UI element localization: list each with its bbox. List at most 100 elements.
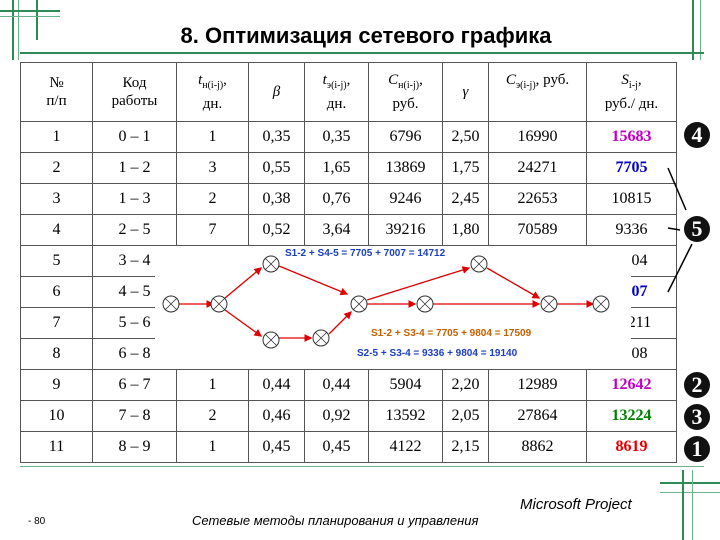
cell-te: 0,92	[304, 400, 369, 432]
cell-gamma: 2,05	[442, 400, 489, 432]
cell-te: 0,35	[304, 121, 369, 153]
cell-code: 8 – 9	[92, 431, 177, 463]
cell-s: 8619	[586, 431, 677, 463]
header-te: tэ(i-j), дн.	[304, 62, 369, 122]
cell-s: 12642	[586, 369, 677, 401]
cell-ce: 27864	[488, 400, 587, 432]
cell-beta: 0,44	[248, 369, 305, 401]
cell-cn: 9246	[368, 183, 443, 215]
cell-ce: 22653	[488, 183, 587, 215]
page-title: 8. Оптимизация сетевого графика	[180, 23, 552, 48]
cell-gamma: 2,45	[442, 183, 489, 215]
footer-line	[20, 466, 704, 467]
cell-s: 9336	[586, 214, 677, 246]
rank-badge-5: 5	[684, 216, 710, 242]
cell-s: 15683	[586, 121, 677, 153]
cell-tn: 1	[176, 369, 249, 401]
cell-tn: 2	[176, 400, 249, 432]
course-name: Сетевые методы планирования и управления	[192, 513, 479, 528]
cell-s: 7705	[586, 152, 677, 184]
cell-gamma: 1,80	[442, 214, 489, 246]
cell-tn: 3	[176, 152, 249, 184]
cell-tn: 7	[176, 214, 249, 246]
header-beta: β	[248, 62, 305, 122]
cell-code: 1 – 3	[92, 183, 177, 215]
row-spacer	[677, 246, 705, 277]
network-graph	[162, 255, 610, 349]
frame-left-line	[12, 0, 14, 60]
row-spacer	[677, 277, 705, 308]
title-underline	[20, 52, 704, 54]
cell-cn: 13869	[368, 152, 443, 184]
cell-ce: 8862	[488, 431, 587, 463]
cell-beta: 0,46	[248, 400, 305, 432]
table-row: 11 8 – 9 1 0,45 0,45 4122 2,15 8862 8619	[20, 431, 705, 463]
cell-s: 10815	[586, 183, 677, 215]
cell-tn: 1	[176, 431, 249, 463]
cell-gamma: 1,75	[442, 152, 489, 184]
cell-ce: 16990	[488, 121, 587, 153]
formula-3: S2-5 + S3-4 = 9336 + 9804 = 19140	[357, 348, 518, 359]
cell-beta: 0,38	[248, 183, 305, 215]
cell-n: 10	[20, 400, 93, 432]
cell-code: 6 – 7	[92, 369, 177, 401]
header-gamma: γ	[442, 62, 489, 122]
cell-n: 9	[20, 369, 93, 401]
frame-left-line-3	[36, 0, 38, 40]
network-diagram: S1-2 + S4-5 = 7705 + 7007 = 14712 S1-2 +…	[155, 246, 631, 369]
row-spacer	[677, 153, 705, 184]
cell-tn: 1	[176, 121, 249, 153]
header-num: № п/п	[20, 62, 93, 122]
cell-cn: 5904	[368, 369, 443, 401]
cell-beta: 0,55	[248, 152, 305, 184]
cell-n: 2	[20, 152, 93, 184]
frame-right-line-2	[700, 0, 701, 60]
cell-n: 7	[20, 307, 93, 339]
cell-code: 2 – 5	[92, 214, 177, 246]
cell-cn: 6796	[368, 121, 443, 153]
table-row: 10 7 – 8 2 0,46 0,92 13592 2,05 27864 13224	[20, 400, 705, 432]
cell-n: 8	[20, 338, 93, 370]
row-spacer	[677, 184, 705, 215]
cell-n: 5	[20, 245, 93, 277]
cell-ce: 70589	[488, 214, 587, 246]
cell-n: 3	[20, 183, 93, 215]
formula-1: S1-2 + S4-5 = 7705 + 7007 = 14712	[285, 248, 446, 259]
header-code: Код работы	[92, 62, 177, 122]
cell-code: 7 – 8	[92, 400, 177, 432]
cell-ce: 24271	[488, 152, 587, 184]
header-ce: Cэ(i-j), руб.	[488, 62, 587, 122]
page-number: - 80	[28, 516, 46, 527]
cell-beta: 0,35	[248, 121, 305, 153]
cell-cn: 4122	[368, 431, 443, 463]
cell-te: 1,65	[304, 152, 369, 184]
formula-2: S1-2 + S3-4 = 7705 + 9804 = 17509	[371, 328, 532, 339]
header-spacer	[677, 63, 705, 122]
cell-te: 3,64	[304, 214, 369, 246]
frame-bottom-right-line	[682, 470, 684, 540]
cell-beta: 0,45	[248, 431, 305, 463]
cell-cn: 13592	[368, 400, 443, 432]
cell-n: 1	[20, 121, 93, 153]
row-spacer	[677, 308, 705, 339]
cell-beta: 0,52	[248, 214, 305, 246]
rank-badge-3: 3	[684, 404, 710, 430]
cell-te: 0,76	[304, 183, 369, 215]
software-label: Microsoft Project	[520, 496, 632, 513]
cell-te: 0,45	[304, 431, 369, 463]
rank-badge-1: 1	[684, 436, 710, 462]
frame-left-line-2	[18, 0, 19, 60]
frame-bottom-right-line-2	[692, 470, 693, 540]
header-tn: tн(i-j), дн.	[176, 62, 249, 122]
cell-code: 0 – 1	[92, 121, 177, 153]
rank-badge-2: 2	[684, 372, 710, 398]
frame-bottom-line-2	[660, 492, 720, 493]
cell-gamma: 2,15	[442, 431, 489, 463]
cell-tn: 2	[176, 183, 249, 215]
rank-badge-4: 4	[684, 122, 710, 148]
header-cn: Cн(i-j), руб.	[368, 62, 443, 122]
